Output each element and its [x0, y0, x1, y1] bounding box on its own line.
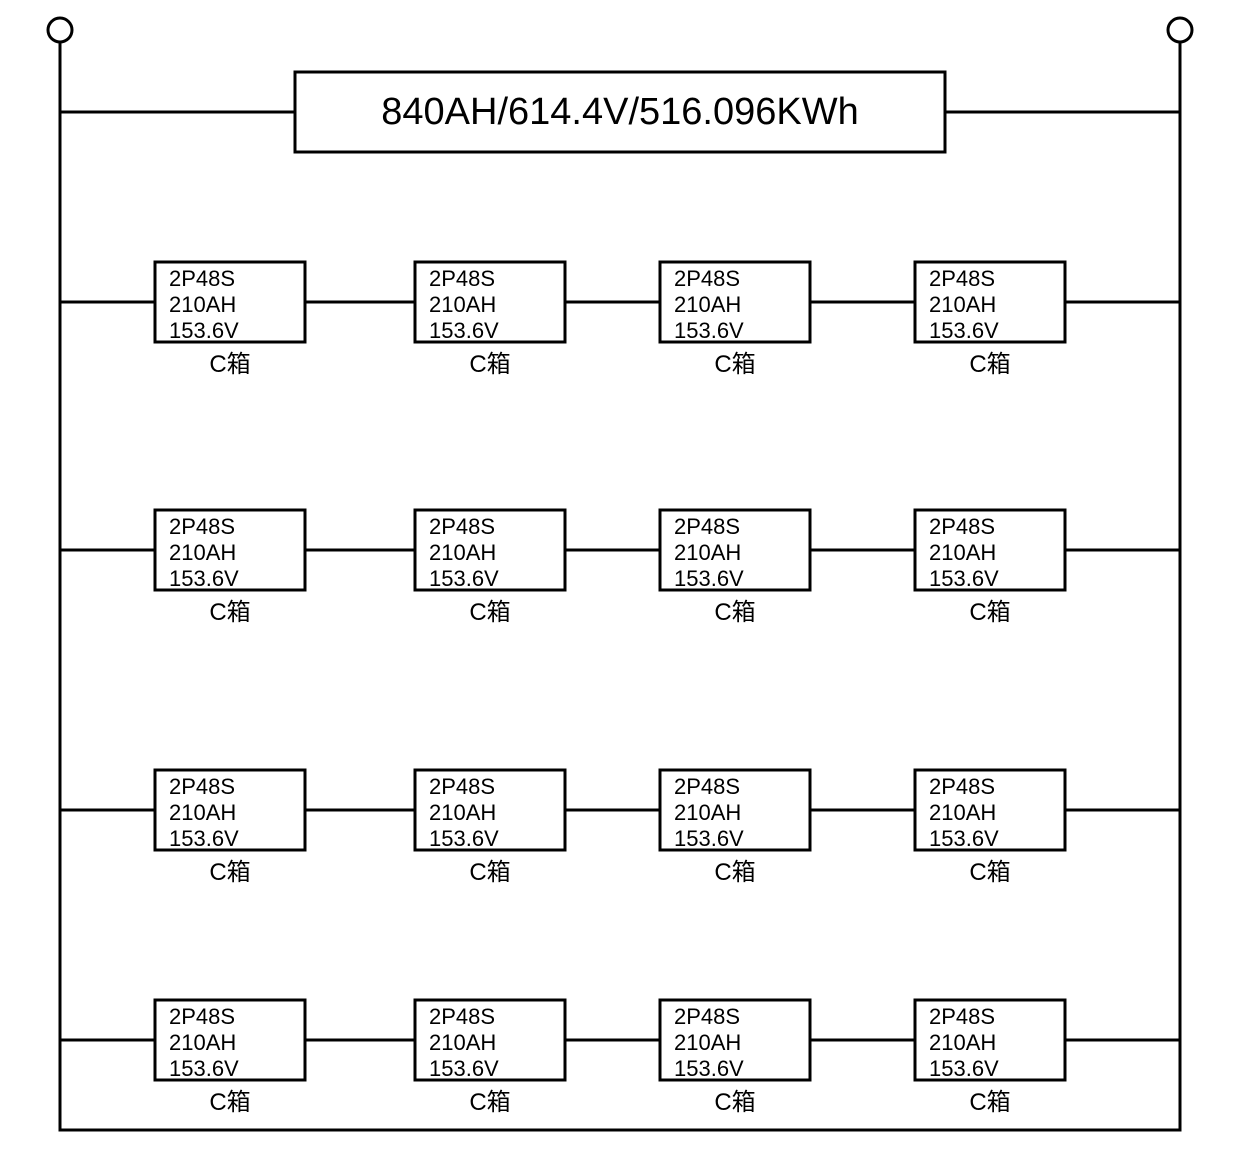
module-line1-r1-c1: 2P48S — [429, 514, 495, 539]
module-line1-r3-c1: 2P48S — [429, 1004, 495, 1029]
module-line3-r1-c0: 153.6V — [169, 566, 239, 591]
header-label: 840AH/614.4V/516.096KWh — [381, 91, 858, 133]
module-line2-r2-c3: 210AH — [929, 800, 996, 825]
module-line3-r3-c0: 153.6V — [169, 1056, 239, 1081]
module-line3-r2-c0: 153.6V — [169, 826, 239, 851]
module-line3-r0-c0: 153.6V — [169, 318, 239, 343]
module-line2-r1-c2: 210AH — [674, 540, 741, 565]
module-line3-r3-c2: 153.6V — [674, 1056, 744, 1081]
module-caption-r3-c3: C箱 — [969, 1089, 1010, 1116]
module-line3-r3-c1: 153.6V — [429, 1056, 499, 1081]
module-caption-r3-c2: C箱 — [714, 1089, 755, 1116]
module-line2-r1-c1: 210AH — [429, 540, 496, 565]
module-line3-r1-c1: 153.6V — [429, 566, 499, 591]
module-line1-r0-c0: 2P48S — [169, 266, 235, 291]
module-line1-r1-c0: 2P48S — [169, 514, 235, 539]
module-line2-r2-c2: 210AH — [674, 800, 741, 825]
module-line2-r0-c3: 210AH — [929, 292, 996, 317]
module-line3-r1-c3: 153.6V — [929, 566, 999, 591]
module-line1-r1-c3: 2P48S — [929, 514, 995, 539]
module-line1-r2-c2: 2P48S — [674, 774, 740, 799]
module-line2-r2-c1: 210AH — [429, 800, 496, 825]
module-caption-r3-c1: C箱 — [469, 1089, 510, 1116]
module-caption-r1-c3: C箱 — [969, 599, 1010, 626]
module-caption-r0-c1: C箱 — [469, 351, 510, 378]
module-caption-r2-c1: C箱 — [469, 859, 510, 886]
module-line3-r0-c1: 153.6V — [429, 318, 499, 343]
module-line3-r0-c2: 153.6V — [674, 318, 744, 343]
terminal-right — [1168, 18, 1192, 42]
module-line1-r3-c2: 2P48S — [674, 1004, 740, 1029]
module-line2-r3-c0: 210AH — [169, 1030, 236, 1055]
module-line3-r2-c1: 153.6V — [429, 826, 499, 851]
module-caption-r1-c0: C箱 — [209, 599, 250, 626]
module-line2-r2-c0: 210AH — [169, 800, 236, 825]
module-caption-r1-c1: C箱 — [469, 599, 510, 626]
module-line3-r1-c2: 153.6V — [674, 566, 744, 591]
module-line1-r3-c3: 2P48S — [929, 1004, 995, 1029]
module-line2-r3-c3: 210AH — [929, 1030, 996, 1055]
terminal-left — [48, 18, 72, 42]
module-line1-r0-c3: 2P48S — [929, 266, 995, 291]
module-caption-r2-c2: C箱 — [714, 859, 755, 886]
module-line2-r0-c2: 210AH — [674, 292, 741, 317]
module-line2-r3-c1: 210AH — [429, 1030, 496, 1055]
module-line1-r0-c2: 2P48S — [674, 266, 740, 291]
module-caption-r2-c0: C箱 — [209, 859, 250, 886]
module-line3-r2-c3: 153.6V — [929, 826, 999, 851]
module-line2-r0-c1: 210AH — [429, 292, 496, 317]
module-line1-r1-c2: 2P48S — [674, 514, 740, 539]
module-line2-r1-c3: 210AH — [929, 540, 996, 565]
module-line1-r2-c1: 2P48S — [429, 774, 495, 799]
module-caption-r2-c3: C箱 — [969, 859, 1010, 886]
module-line1-r2-c3: 2P48S — [929, 774, 995, 799]
module-caption-r0-c0: C箱 — [209, 351, 250, 378]
module-caption-r0-c3: C箱 — [969, 351, 1010, 378]
module-caption-r1-c2: C箱 — [714, 599, 755, 626]
module-line2-r1-c0: 210AH — [169, 540, 236, 565]
module-caption-r0-c2: C箱 — [714, 351, 755, 378]
module-line1-r2-c0: 2P48S — [169, 774, 235, 799]
module-line3-r0-c3: 153.6V — [929, 318, 999, 343]
module-line2-r3-c2: 210AH — [674, 1030, 741, 1055]
module-line3-r3-c3: 153.6V — [929, 1056, 999, 1081]
module-line1-r0-c1: 2P48S — [429, 266, 495, 291]
module-line3-r2-c2: 153.6V — [674, 826, 744, 851]
module-caption-r3-c0: C箱 — [209, 1089, 250, 1116]
module-line2-r0-c0: 210AH — [169, 292, 236, 317]
module-line1-r3-c0: 2P48S — [169, 1004, 235, 1029]
